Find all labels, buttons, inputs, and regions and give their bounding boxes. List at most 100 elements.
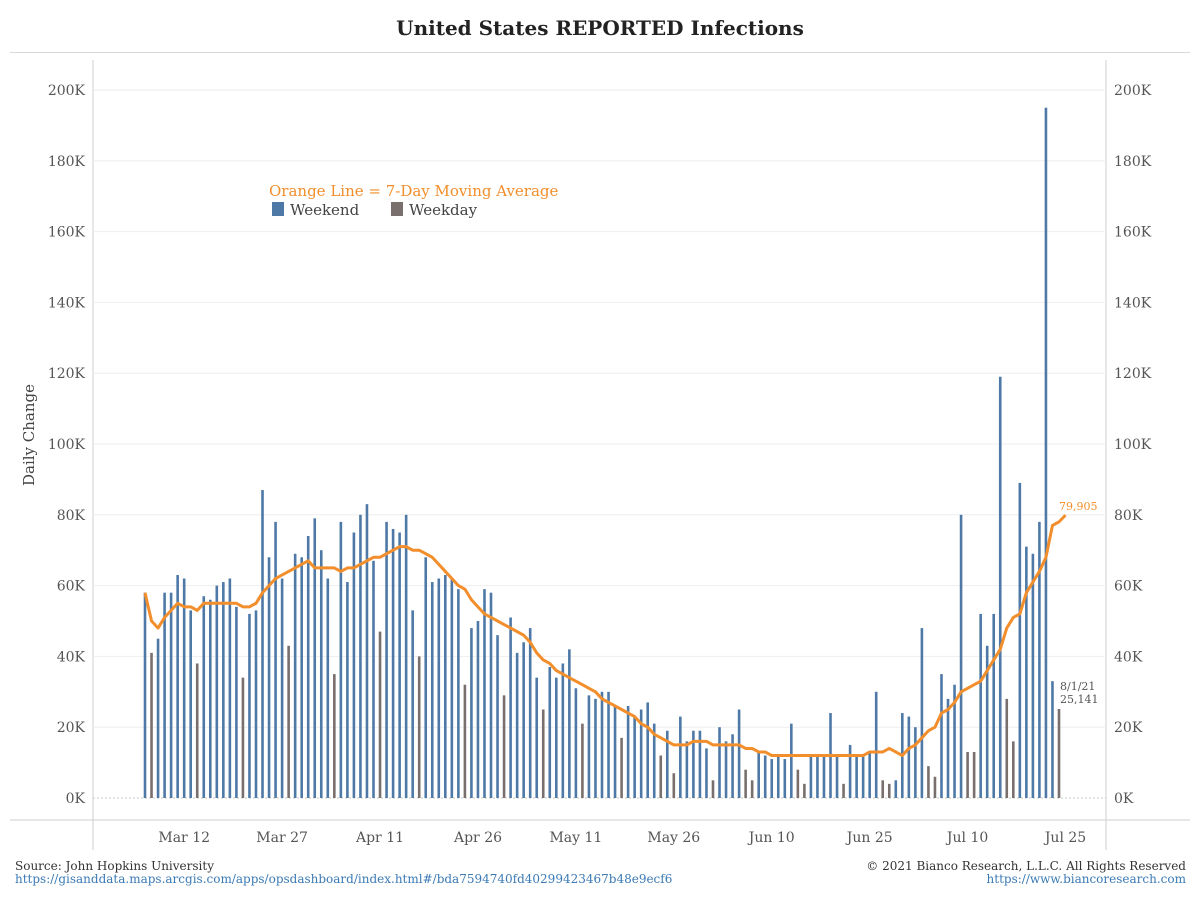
source-link[interactable]: https://gisanddata.maps.arcgis.com/apps/… — [15, 872, 673, 886]
y-tick-label-left: 200K — [48, 83, 86, 99]
bar — [555, 677, 558, 798]
bar — [352, 532, 356, 798]
bar — [868, 751, 871, 798]
x-tick-label: May 11 — [549, 830, 602, 846]
bar — [724, 741, 728, 798]
bar — [796, 769, 800, 798]
bar — [254, 610, 258, 798]
bar — [672, 773, 676, 798]
bar — [515, 652, 519, 798]
site-link[interactable]: https://www.biancoresearch.com — [986, 872, 1186, 886]
bar — [1018, 482, 1022, 798]
bar — [222, 582, 225, 798]
bar — [718, 727, 721, 798]
bar — [457, 589, 460, 798]
x-tick-label: Jun 25 — [845, 830, 893, 846]
bar — [261, 490, 264, 798]
y-tick-label-left: 160K — [48, 225, 86, 241]
bar — [483, 589, 486, 798]
left-y-ticks: 0K 20K 40K 60K 80K 100K 120K 140K 160K 180K 200K — [48, 83, 86, 807]
bar — [208, 599, 212, 798]
bar — [646, 702, 649, 798]
bar — [1012, 741, 1015, 798]
bar — [803, 783, 806, 798]
bar — [561, 663, 565, 798]
bar — [1031, 553, 1035, 798]
bar — [835, 755, 839, 798]
y-tick-label-left: 100K — [48, 437, 86, 453]
bar — [169, 592, 173, 798]
x-tick-label: Jul 25 — [1043, 830, 1086, 846]
bar — [855, 755, 858, 798]
y-tick-label-left: 180K — [48, 154, 86, 170]
ma-last-value-label: 79,905 — [1059, 500, 1098, 513]
bar — [176, 574, 179, 798]
y-tick-label-right: 100K — [1114, 437, 1152, 453]
y-tick-label-right: 160K — [1114, 225, 1152, 241]
bar — [163, 592, 166, 798]
bar — [143, 592, 147, 798]
bar — [522, 642, 525, 798]
bar — [907, 716, 911, 798]
bar — [731, 734, 734, 798]
bar — [378, 631, 382, 798]
bar — [770, 759, 774, 798]
bar — [280, 578, 284, 798]
bar — [822, 755, 826, 798]
bar — [920, 628, 924, 798]
bar — [535, 677, 539, 798]
bar — [587, 695, 591, 798]
bar — [1005, 698, 1009, 798]
bar — [816, 755, 819, 798]
x-tick-label: Jul 10 — [945, 830, 988, 846]
bar — [333, 674, 336, 798]
bar — [894, 780, 898, 798]
bar — [574, 688, 578, 798]
y-tick-label-right: 140K — [1114, 295, 1152, 311]
bar — [933, 776, 937, 798]
bar — [313, 518, 317, 798]
source-text: Source: John Hopkins University — [15, 859, 214, 873]
bar — [946, 698, 950, 798]
bar — [1025, 546, 1028, 798]
bar — [182, 578, 186, 798]
bar — [985, 645, 989, 798]
bar — [1057, 709, 1061, 798]
y-tick-label-right: 80K — [1114, 508, 1143, 524]
bar — [372, 560, 375, 798]
bar — [528, 628, 532, 798]
y-tick-label-left: 40K — [57, 649, 86, 665]
bar — [287, 645, 290, 798]
bar — [293, 553, 297, 798]
bar — [424, 557, 428, 798]
bar — [639, 709, 643, 798]
footer-copyright: © 2021 Bianco Research, L.L.C. All Right… — [866, 860, 1186, 886]
bar — [411, 610, 414, 798]
y-tick-label-right: 120K — [1114, 366, 1152, 382]
y-tick-label-left: 20K — [57, 720, 86, 736]
bar — [600, 691, 604, 798]
bar — [581, 723, 584, 798]
bar — [385, 521, 388, 798]
bar — [972, 751, 976, 798]
bar — [665, 730, 669, 798]
right-y-ticks: 0K 20K 40K 60K 80K 100K 120K 140K 160K 180K 200K — [1114, 83, 1152, 807]
y-tick-label-right: 0K — [1114, 791, 1134, 807]
bar — [463, 684, 467, 798]
bar — [548, 667, 552, 798]
bar — [156, 638, 160, 798]
y-tick-label-left: 60K — [57, 579, 86, 595]
bar — [509, 617, 512, 798]
x-tick-label: May 26 — [647, 830, 700, 846]
y-tick-label-right: 20K — [1114, 720, 1143, 736]
y-tick-label-left: 80K — [57, 508, 86, 524]
bar — [1038, 521, 1041, 798]
bar — [274, 521, 277, 798]
bar — [215, 585, 219, 798]
y-tick-label-right: 200K — [1114, 83, 1152, 99]
bar — [692, 730, 695, 798]
bar — [705, 748, 708, 798]
bar — [790, 723, 793, 798]
legend-note: Orange Line = 7-Day Moving Average — [269, 182, 559, 200]
bar — [502, 695, 506, 798]
